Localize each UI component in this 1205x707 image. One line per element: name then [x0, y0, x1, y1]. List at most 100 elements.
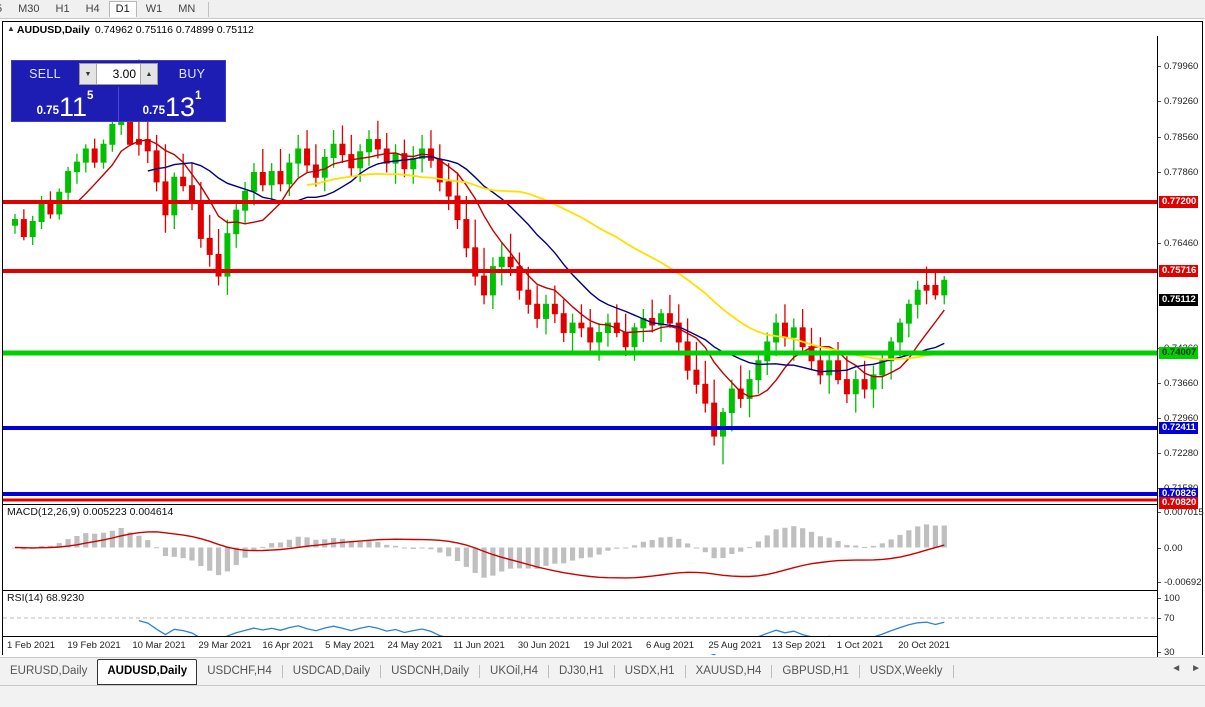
candle-body[interactable]	[932, 284, 939, 296]
chevron-up-icon[interactable]: ▲	[140, 64, 157, 84]
candle-body[interactable]	[304, 148, 311, 166]
candle-body[interactable]	[534, 303, 541, 319]
candle-body[interactable]	[383, 148, 390, 164]
candle-body[interactable]	[73, 161, 80, 173]
chart-tab-active[interactable]: AUDUSD,Daily	[97, 658, 198, 685]
candle-body[interactable]	[702, 383, 709, 404]
candle-body[interactable]	[189, 185, 195, 202]
candle-body[interactable]	[153, 150, 160, 183]
candle-body[interactable]	[109, 123, 116, 145]
candle-body[interactable]	[215, 253, 222, 277]
candle-body[interactable]	[259, 172, 266, 186]
candle-body[interactable]	[454, 195, 461, 221]
candle-body[interactable]	[410, 157, 417, 170]
ask-price[interactable]: 0.75 13 1	[118, 87, 225, 121]
candle-body[interactable]	[65, 171, 72, 193]
candle-body[interactable]	[551, 303, 558, 315]
chart-tab[interactable]: XAUUSD,H4	[695, 665, 762, 677]
candle-body[interactable]	[914, 289, 921, 305]
chart-tab[interactable]: USDX,Weekly	[869, 665, 943, 677]
candle-body[interactable]	[286, 162, 293, 185]
candle-body[interactable]	[790, 327, 797, 338]
candle-body[interactable]	[38, 201, 45, 222]
candle-body[interactable]	[843, 379, 850, 395]
candle-body[interactable]	[941, 279, 948, 296]
candle-body[interactable]	[29, 220, 36, 238]
timeframe-mn[interactable]: MN	[178, 2, 196, 15]
chart-tabs[interactable]: EURUSD,Daily AUDUSD,Daily USDCHF,H4 USDCAD,…	[0, 658, 1205, 685]
sell-button[interactable]: SELL	[29, 67, 61, 81]
candle-body[interactable]	[569, 322, 576, 334]
price-level-tag[interactable]: 0.75716	[1159, 265, 1199, 277]
tab-scroll-controls[interactable]: ◄ ►	[1171, 663, 1201, 674]
candle-body[interactable]	[631, 327, 638, 348]
timeframe-w1[interactable]: W1	[145, 2, 163, 15]
timeframe-h4[interactable]: H4	[85, 2, 100, 15]
one-click-trading-panel[interactable]: SELL ▼ 3.00 ▲ BUY 0.75 11 5 0.75 13 1	[11, 60, 226, 122]
volume-input[interactable]: 3.00	[112, 67, 136, 81]
candle-body[interactable]	[578, 322, 585, 329]
candle-body[interactable]	[870, 374, 877, 390]
candle-body[interactable]	[675, 322, 682, 343]
price-level-tag[interactable]: 0.77200	[1159, 196, 1199, 208]
candle-body[interactable]	[507, 256, 514, 268]
candle-body[interactable]	[799, 327, 806, 348]
candle-body[interactable]	[861, 379, 868, 390]
candle-body[interactable]	[295, 148, 302, 164]
candle-body[interactable]	[357, 151, 364, 169]
candle-body[interactable]	[330, 143, 337, 158]
candle-body[interactable]	[728, 388, 735, 414]
timeframe-h1[interactable]: H1	[55, 2, 70, 15]
candle-body[interactable]	[401, 153, 408, 170]
chart-tab[interactable]: USDX,H1	[624, 665, 675, 677]
macd-pane[interactable]: MACD(12,26,9) 0.005223 0.004614	[3, 504, 1159, 590]
candle-body[interactable]	[445, 181, 452, 197]
timeframe-m30[interactable]: M30	[18, 2, 40, 15]
candle-body[interactable]	[604, 322, 611, 334]
candle-body[interactable]	[366, 139, 372, 153]
price-level-tag[interactable]: 0.72411	[1159, 422, 1198, 434]
candle-body[interactable]	[20, 219, 27, 238]
volume-stepper[interactable]: ▼ 3.00 ▲	[79, 63, 158, 85]
candle-body[interactable]	[250, 172, 257, 192]
candle-body[interactable]	[852, 379, 859, 395]
candle-body[interactable]	[498, 256, 505, 268]
candle-body[interactable]	[206, 237, 213, 255]
candle-body[interactable]	[82, 148, 89, 163]
candle-body[interactable]	[489, 266, 496, 296]
candle-body[interactable]	[463, 219, 470, 249]
candle-body[interactable]	[374, 139, 381, 150]
candle-body[interactable]	[481, 275, 488, 296]
price-scale[interactable]: 0.799600.792600.785600.778600.764600.743…	[1157, 36, 1204, 677]
candle-body[interactable]	[224, 233, 231, 277]
chart-tab[interactable]: DJ30,H1	[558, 665, 604, 677]
candle-body[interactable]	[91, 148, 98, 163]
candle-body[interactable]	[516, 266, 523, 291]
candle-body[interactable]	[560, 313, 567, 334]
candle-body[interactable]	[587, 327, 594, 343]
candle-body[interactable]	[525, 289, 532, 305]
candle-body[interactable]	[100, 143, 107, 163]
chart-tab[interactable]: GBPUSD,H1	[782, 665, 849, 677]
candle-body[interactable]	[162, 181, 169, 216]
price-level-tag[interactable]: 0.70820	[1159, 497, 1199, 509]
candle-body[interactable]	[197, 200, 204, 239]
candle-body[interactable]	[693, 369, 700, 385]
candle-body[interactable]	[277, 171, 284, 185]
chart-tab[interactable]: USDCHF,H4	[207, 665, 272, 677]
candle-body[interactable]	[658, 313, 665, 326]
candle-body[interactable]	[684, 341, 691, 371]
candle-body[interactable]	[180, 176, 187, 187]
candle-body[interactable]	[905, 303, 912, 324]
chevron-down-icon[interactable]: ▼	[80, 64, 97, 84]
candle-body[interactable]	[817, 360, 824, 376]
chart-tab[interactable]: USDCAD,Daily	[292, 665, 371, 677]
candle-body[interactable]	[622, 332, 629, 348]
candle-body[interactable]	[746, 379, 753, 399]
candle-body[interactable]	[711, 402, 718, 437]
candle-body[interactable]	[755, 360, 762, 381]
candle-body[interactable]	[781, 322, 788, 338]
candle-body[interactable]	[171, 176, 178, 216]
bid-price[interactable]: 0.75 11 5	[12, 87, 118, 121]
price-level-tag[interactable]: 0.75112	[1159, 294, 1198, 306]
